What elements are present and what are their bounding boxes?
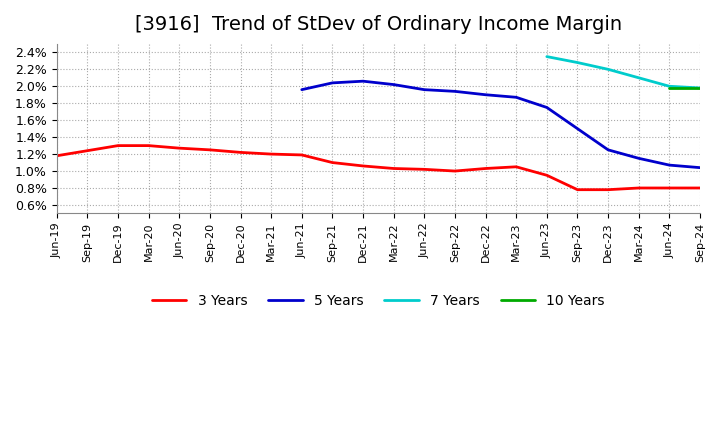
7 Years	[573, 60, 582, 65]
3 Years	[420, 167, 428, 172]
10 Years	[665, 85, 674, 90]
7 Years	[665, 84, 674, 89]
3 Years	[481, 166, 490, 171]
5 Years	[542, 105, 551, 110]
3 Years	[267, 151, 276, 157]
3 Years	[297, 152, 306, 158]
Line: 5 Years: 5 Years	[302, 81, 700, 168]
3 Years	[665, 185, 674, 191]
3 Years	[236, 150, 245, 155]
3 Years	[573, 187, 582, 192]
3 Years	[696, 185, 704, 191]
5 Years	[420, 87, 428, 92]
5 Years	[696, 165, 704, 170]
3 Years	[328, 160, 337, 165]
5 Years	[390, 82, 398, 87]
5 Years	[573, 126, 582, 131]
5 Years	[451, 89, 459, 94]
3 Years	[451, 169, 459, 174]
3 Years	[604, 187, 613, 192]
3 Years	[542, 172, 551, 178]
7 Years	[634, 75, 643, 81]
5 Years	[359, 79, 367, 84]
3 Years	[83, 148, 91, 153]
7 Years	[696, 85, 704, 91]
3 Years	[390, 166, 398, 171]
5 Years	[297, 87, 306, 92]
5 Years	[665, 162, 674, 168]
10 Years	[696, 85, 704, 90]
Legend: 3 Years, 5 Years, 7 Years, 10 Years: 3 Years, 5 Years, 7 Years, 10 Years	[146, 288, 611, 313]
Line: 7 Years: 7 Years	[546, 57, 700, 88]
5 Years	[604, 147, 613, 153]
3 Years	[114, 143, 122, 148]
7 Years	[604, 67, 613, 72]
3 Years	[175, 146, 184, 151]
5 Years	[512, 95, 521, 100]
5 Years	[634, 156, 643, 161]
7 Years	[542, 54, 551, 59]
3 Years	[512, 164, 521, 169]
3 Years	[144, 143, 153, 148]
5 Years	[328, 80, 337, 85]
Line: 3 Years: 3 Years	[57, 146, 700, 190]
3 Years	[634, 185, 643, 191]
3 Years	[53, 153, 61, 158]
3 Years	[206, 147, 215, 153]
Title: [3916]  Trend of StDev of Ordinary Income Margin: [3916] Trend of StDev of Ordinary Income…	[135, 15, 622, 34]
3 Years	[359, 163, 367, 169]
5 Years	[481, 92, 490, 97]
